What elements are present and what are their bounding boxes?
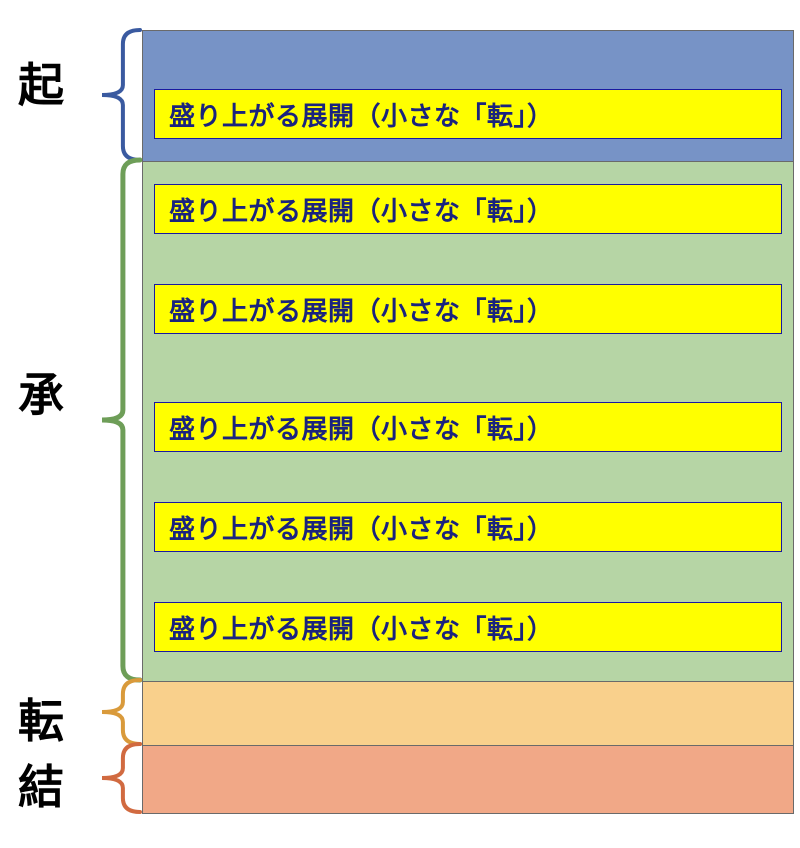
label-sho: 承 (18, 372, 64, 418)
event-box: 盛り上がる展開（小さな「転」） (154, 184, 782, 234)
section-ki: 盛り上がる展開（小さな「転」） (143, 31, 793, 161)
event-box: 盛り上がる展開（小さな「転」） (154, 602, 782, 652)
event-box: 盛り上がる展開（小さな「転」） (154, 89, 782, 139)
event-box: 盛り上がる展開（小さな「転」） (154, 502, 782, 552)
brace-ten (102, 680, 140, 744)
event-label: 盛り上がる展開（小さな「転」） (169, 609, 554, 646)
event-label: 盛り上がる展開（小さな「転」） (169, 409, 554, 446)
brace-ketsu (102, 744, 140, 812)
event-label: 盛り上がる展開（小さな「転」） (169, 291, 554, 328)
event-label: 盛り上がる展開（小さな「転」） (169, 191, 554, 228)
event-box: 盛り上がる展開（小さな「転」） (154, 402, 782, 452)
label-ki: 起 (18, 62, 64, 108)
brace-sho (102, 160, 140, 680)
label-ketsu: 結 (18, 764, 64, 810)
section-ketsu (143, 745, 793, 813)
brace-ki (102, 30, 140, 160)
event-label: 盛り上がる展開（小さな「転」） (169, 509, 554, 546)
event-box: 盛り上がる展開（小さな「転」） (154, 284, 782, 334)
section-sho: 盛り上がる展開（小さな「転」） 盛り上がる展開（小さな「転」） 盛り上がる展開（小さ… (143, 161, 793, 681)
section-stack: 盛り上がる展開（小さな「転」） 盛り上がる展開（小さな「転」） 盛り上がる展開（小さ… (142, 30, 794, 814)
diagram-canvas: 起 承 転 結 盛り上がる展開（小さな「転」）盛り上がる展開（小さな「転」）盛り… (0, 0, 800, 848)
event-label: 盛り上がる展開（小さな「転」） (169, 96, 554, 133)
section-ten (143, 681, 793, 745)
label-ten: 転 (18, 698, 64, 744)
